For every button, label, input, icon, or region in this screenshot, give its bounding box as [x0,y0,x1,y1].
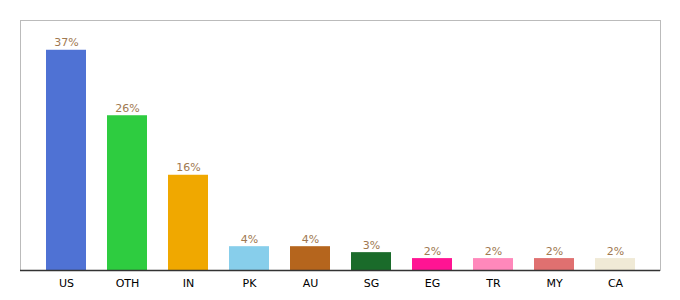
svg-text:IN: IN [183,277,194,290]
svg-text:SG: SG [364,277,380,290]
svg-text:4%: 4% [302,233,319,246]
svg-text:26%: 26% [115,102,139,115]
svg-text:2%: 2% [607,245,624,258]
svg-text:PK: PK [243,277,258,290]
svg-text:37%: 37% [54,36,78,49]
svg-text:MY: MY [546,277,562,290]
svg-text:2%: 2% [546,245,563,258]
svg-text:4%: 4% [241,233,258,246]
svg-text:2%: 2% [485,245,502,258]
svg-text:OTH: OTH [116,277,140,290]
svg-text:CA: CA [608,277,624,290]
svg-text:EG: EG [425,277,440,290]
svg-text:US: US [59,277,74,290]
svg-text:16%: 16% [176,161,200,174]
svg-text:2%: 2% [424,245,441,258]
svg-text:TR: TR [485,277,501,290]
svg-text:AU: AU [303,277,319,290]
svg-text:3%: 3% [363,239,380,252]
